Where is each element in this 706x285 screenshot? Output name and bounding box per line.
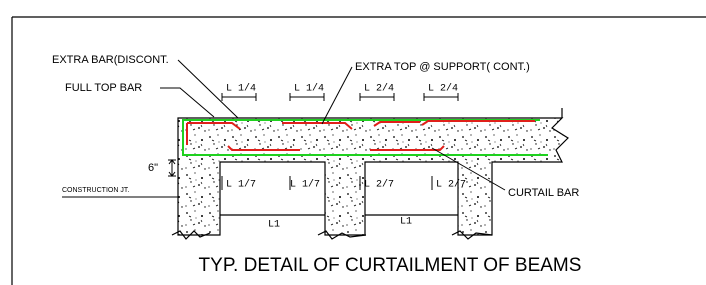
label: EXTRA BAR(DISCONT. bbox=[52, 54, 169, 66]
label: EXTRA TOP @ SUPPORT( CONT.) bbox=[355, 61, 530, 73]
span-label: L1 bbox=[268, 220, 280, 231]
drawing: EXTRA BAR(DISCONT. EXTRA TOP @ SUPPORT( … bbox=[0, 0, 706, 285]
label: FULL TOP BAR bbox=[65, 82, 142, 94]
label: CURTAIL BAR bbox=[508, 187, 579, 199]
dim-label: L 1/4 bbox=[226, 83, 256, 95]
label: CONSTRUCTION JT. bbox=[62, 187, 129, 194]
title: TYP. DETAIL OF CURTAILMENT OF BEAMS bbox=[199, 255, 582, 276]
dim-label: L 2/7 bbox=[364, 179, 394, 191]
dim-label: L 1/7 bbox=[290, 179, 320, 191]
labels: EXTRA BAR(DISCONT. EXTRA TOP @ SUPPORT( … bbox=[52, 54, 581, 276]
dim-label: L 1/7 bbox=[226, 179, 256, 191]
dim-label: L 2/7 bbox=[436, 179, 466, 191]
concrete bbox=[172, 108, 568, 239]
label: 6" bbox=[148, 162, 158, 174]
dim-label: L 2/4 bbox=[364, 83, 394, 95]
dim-label: L 1/4 bbox=[294, 83, 324, 95]
span-label: L1 bbox=[400, 217, 412, 228]
dim-label: L 2/4 bbox=[428, 83, 458, 95]
